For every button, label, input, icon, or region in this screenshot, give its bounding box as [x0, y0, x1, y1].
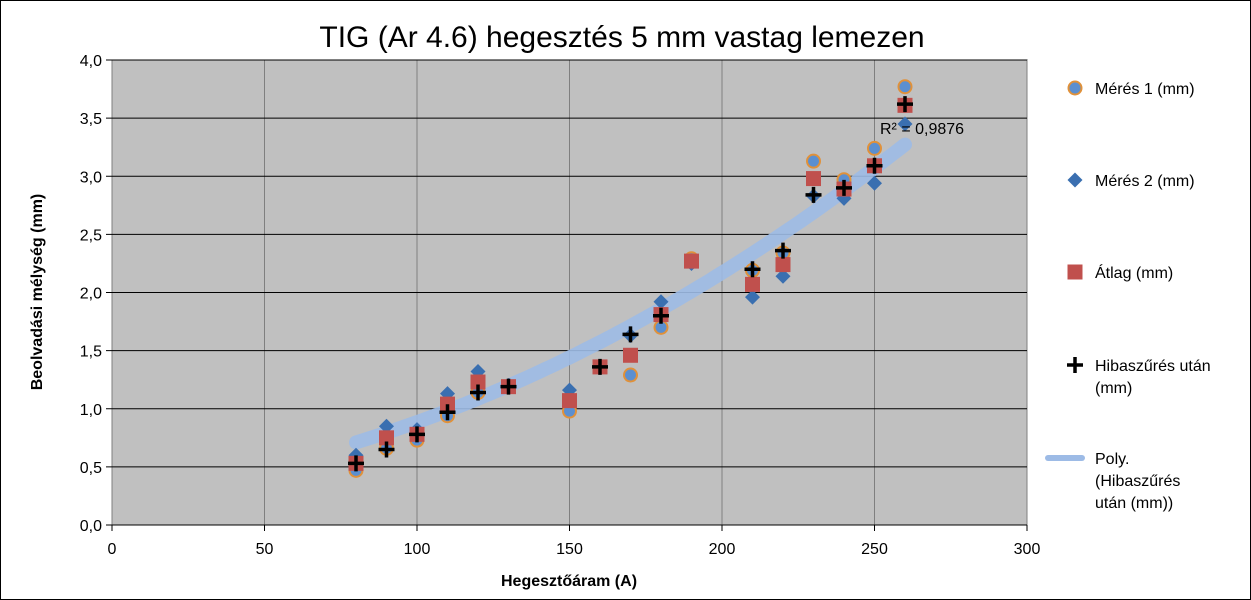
- chart-title: TIG (Ar 4.6) hegesztés 5 mm vastag lemez…: [319, 21, 924, 54]
- legend-marker-plus: [1067, 357, 1083, 373]
- legend-label: után (mm)): [1095, 495, 1173, 512]
- x-tick-label: 200: [709, 541, 736, 558]
- data-point-square: [623, 347, 638, 363]
- y-tick-label: 1,0: [80, 402, 102, 419]
- y-tick-label: 1,5: [80, 344, 102, 361]
- legend-label: (mm): [1095, 380, 1132, 397]
- data-point-diamond: [379, 418, 394, 434]
- data-point-square: [440, 396, 455, 412]
- data-point-diamond: [897, 116, 913, 132]
- data-point-square: [775, 257, 791, 273]
- y-tick-label: 3,5: [80, 111, 102, 128]
- data-point-diamond: [745, 289, 760, 305]
- data-point-diamond: [653, 294, 669, 310]
- data-point-plus: [470, 384, 486, 401]
- legend-label: Mérés 2 (mm): [1095, 173, 1195, 190]
- legend-label: Poly.: [1095, 451, 1129, 468]
- y-tick-label: 0,0: [80, 518, 102, 535]
- r-squared-label: R² = 0,9876: [880, 121, 964, 138]
- data-point-plus: [439, 404, 456, 421]
- legend-marker-circle: [1067, 80, 1083, 96]
- x-tick-label: 250: [861, 541, 888, 558]
- data-point-circle: [806, 153, 821, 169]
- legend-label: (Hibaszűrés: [1095, 473, 1180, 490]
- y-axis-label: Beolvadási mélység (mm): [29, 194, 46, 391]
- data-point-plus: [897, 96, 913, 113]
- legend-marker-square: [1067, 264, 1083, 280]
- data-point-plus: [744, 261, 761, 278]
- data-point-plus: [653, 307, 669, 324]
- data-point-plus: [348, 455, 364, 472]
- data-point-diamond: [867, 175, 882, 191]
- legend: Mérés 1 (mm) Mérés 2 (mm) Átlag (mm) Hibasz…: [1045, 80, 1211, 512]
- data-point-square: [745, 276, 760, 292]
- data-point-square: [379, 430, 394, 446]
- data-point-circle: [623, 367, 638, 383]
- data-point-plus: [500, 378, 517, 395]
- y-tick-label: 4,0: [80, 53, 102, 70]
- y-tick-label: 0,5: [80, 460, 102, 477]
- data-point-plus: [378, 441, 395, 458]
- data-point-square: [806, 171, 821, 187]
- x-tick-label: 0: [108, 541, 117, 558]
- data-point-plus: [805, 186, 822, 203]
- data-point-diamond: [775, 268, 791, 284]
- data-point-square: [562, 393, 577, 409]
- y-tick-label: 2,0: [80, 286, 102, 303]
- data-point-circle: [897, 79, 913, 95]
- data-point-plus: [622, 326, 639, 343]
- x-axis-label: Hegesztőáram (A): [501, 573, 637, 590]
- x-tick-label: 100: [404, 541, 431, 558]
- data-point-square: [470, 374, 486, 390]
- data-point-plus: [592, 358, 608, 375]
- series-plus-points: [348, 96, 913, 472]
- legend-label: Átlag (mm): [1095, 263, 1173, 282]
- data-point-plus: [775, 242, 791, 259]
- y-tick-label: 3,0: [80, 169, 102, 186]
- legend-label: Mérés 1 (mm): [1095, 81, 1195, 98]
- data-points: [348, 79, 913, 478]
- legend-marker-diamond: [1067, 172, 1083, 188]
- x-tick-label: 150: [556, 541, 583, 558]
- data-point-plus: [866, 157, 883, 174]
- x-tick-label: 50: [256, 541, 274, 558]
- legend-label: Hibaszűrés után: [1095, 358, 1211, 375]
- data-point-circle: [867, 140, 882, 156]
- tick-labels: 0 50 100 150 200 250 300 0,0 0,5 1,0 1,5 2,0 2,5 3,0 3…: [80, 53, 1041, 558]
- data-point-plus: [836, 179, 852, 196]
- data-point-plus: [409, 426, 425, 443]
- data-point-square: [684, 253, 699, 269]
- y-tick-label: 2,5: [80, 227, 102, 244]
- x-tick-label: 300: [1014, 541, 1041, 558]
